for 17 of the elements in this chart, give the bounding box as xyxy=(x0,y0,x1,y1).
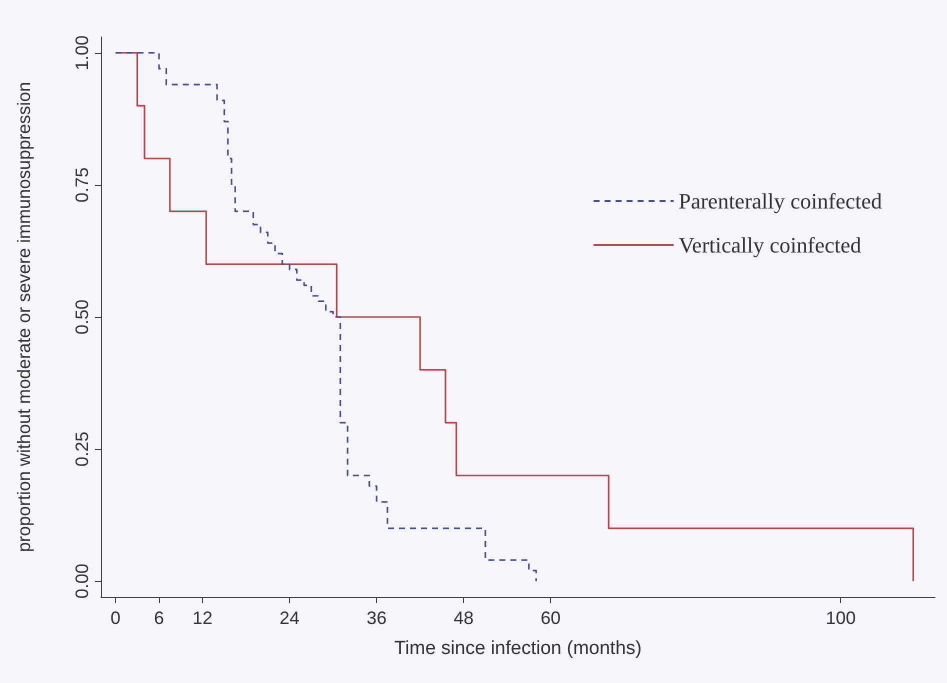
x-tick-label: 0 xyxy=(110,608,121,628)
x-tick-label: 6 xyxy=(154,608,164,628)
x-tick-label: 48 xyxy=(454,608,474,628)
x-tick-label: 100 xyxy=(826,608,856,628)
y-tick-label: 1.00 xyxy=(72,35,92,70)
y-axis-title: proportion without moderate or severe immunosuppression xyxy=(14,82,34,552)
x-axis-title: Time since infection (months) xyxy=(394,638,642,659)
y-tick-label: 0.75 xyxy=(72,167,92,202)
x-tick-label: 36 xyxy=(366,608,387,628)
legend-label: Vertically coinfected xyxy=(678,232,862,258)
x-tick-label: 60 xyxy=(540,608,561,628)
y-tick-label: 0.25 xyxy=(72,432,92,467)
x-tick-label: 12 xyxy=(192,608,213,628)
y-tick-label: 0.00 xyxy=(72,564,92,599)
x-tick-label: 24 xyxy=(280,608,300,628)
y-tick-label: 0.50 xyxy=(72,299,92,335)
legend-label: Parenterally coinfected xyxy=(678,188,882,214)
